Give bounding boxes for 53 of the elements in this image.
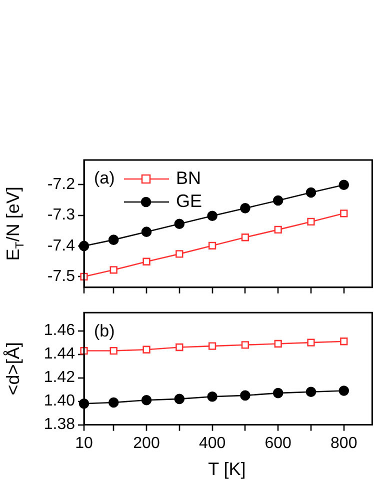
point [174, 218, 185, 230]
point [142, 258, 150, 266]
point [272, 388, 284, 398]
y-tick-label: -7.5 [47, 268, 76, 286]
y-tick-label: 1.42 [44, 369, 76, 386]
point [272, 195, 284, 206]
x-tick-label: 600 [264, 434, 292, 452]
point [307, 218, 315, 226]
legend-label: GE [176, 190, 202, 211]
point [274, 340, 282, 348]
y-tick-label: 1.46 [44, 322, 76, 340]
point [306, 187, 316, 198]
y-axis-title: <d>[Å] [2, 342, 23, 396]
point [241, 234, 250, 242]
point [240, 390, 250, 401]
x-tick-label: 200 [133, 434, 160, 452]
point [176, 343, 184, 352]
point [338, 180, 350, 190]
x-tick-label: 800 [330, 434, 358, 452]
point [110, 346, 118, 355]
x-axis-title: T [K] [208, 458, 246, 479]
point [142, 346, 150, 354]
y-tick-label: -7.2 [47, 176, 76, 193]
point [141, 226, 152, 237]
point [174, 394, 185, 404]
y-tick-label: 1.40 [44, 392, 76, 410]
point [307, 338, 315, 346]
point [207, 391, 218, 402]
point [240, 203, 250, 214]
point [274, 226, 282, 234]
point [241, 341, 250, 349]
x-tick-label: 10 [75, 434, 93, 452]
legend-label: BN [176, 168, 202, 188]
point [208, 242, 216, 250]
y-tick-label: 1.44 [44, 346, 76, 363]
point [108, 234, 119, 245]
y-tick-label: -7.4 [47, 237, 76, 254]
point [141, 394, 152, 406]
annotation: (b) [94, 321, 115, 340]
point [207, 210, 218, 222]
point [340, 338, 348, 346]
point [208, 342, 216, 350]
point [306, 386, 316, 398]
point [108, 397, 119, 408]
point [340, 210, 348, 218]
point [110, 266, 118, 274]
x-tick-label: 400 [198, 434, 226, 452]
y-tick-label: -7.3 [47, 206, 76, 224]
point [338, 386, 350, 396]
annotation: (a) [94, 168, 115, 188]
y-tick-label: 1.38 [44, 416, 76, 434]
y-axis-title: ET/N [eV] [2, 186, 27, 261]
point [176, 250, 184, 258]
